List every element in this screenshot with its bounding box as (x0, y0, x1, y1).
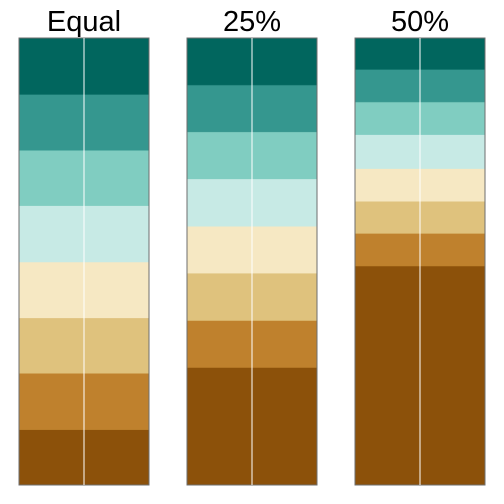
panel-equal: Equal (18, 6, 150, 486)
panel-50-percent: 50% (354, 6, 486, 486)
panel-title-50-percent: 50% (391, 6, 449, 38)
panel-title-equal: Equal (47, 6, 121, 38)
panel-title-25-percent: 25% (223, 6, 281, 38)
panel-25-percent: 25% (186, 6, 318, 486)
